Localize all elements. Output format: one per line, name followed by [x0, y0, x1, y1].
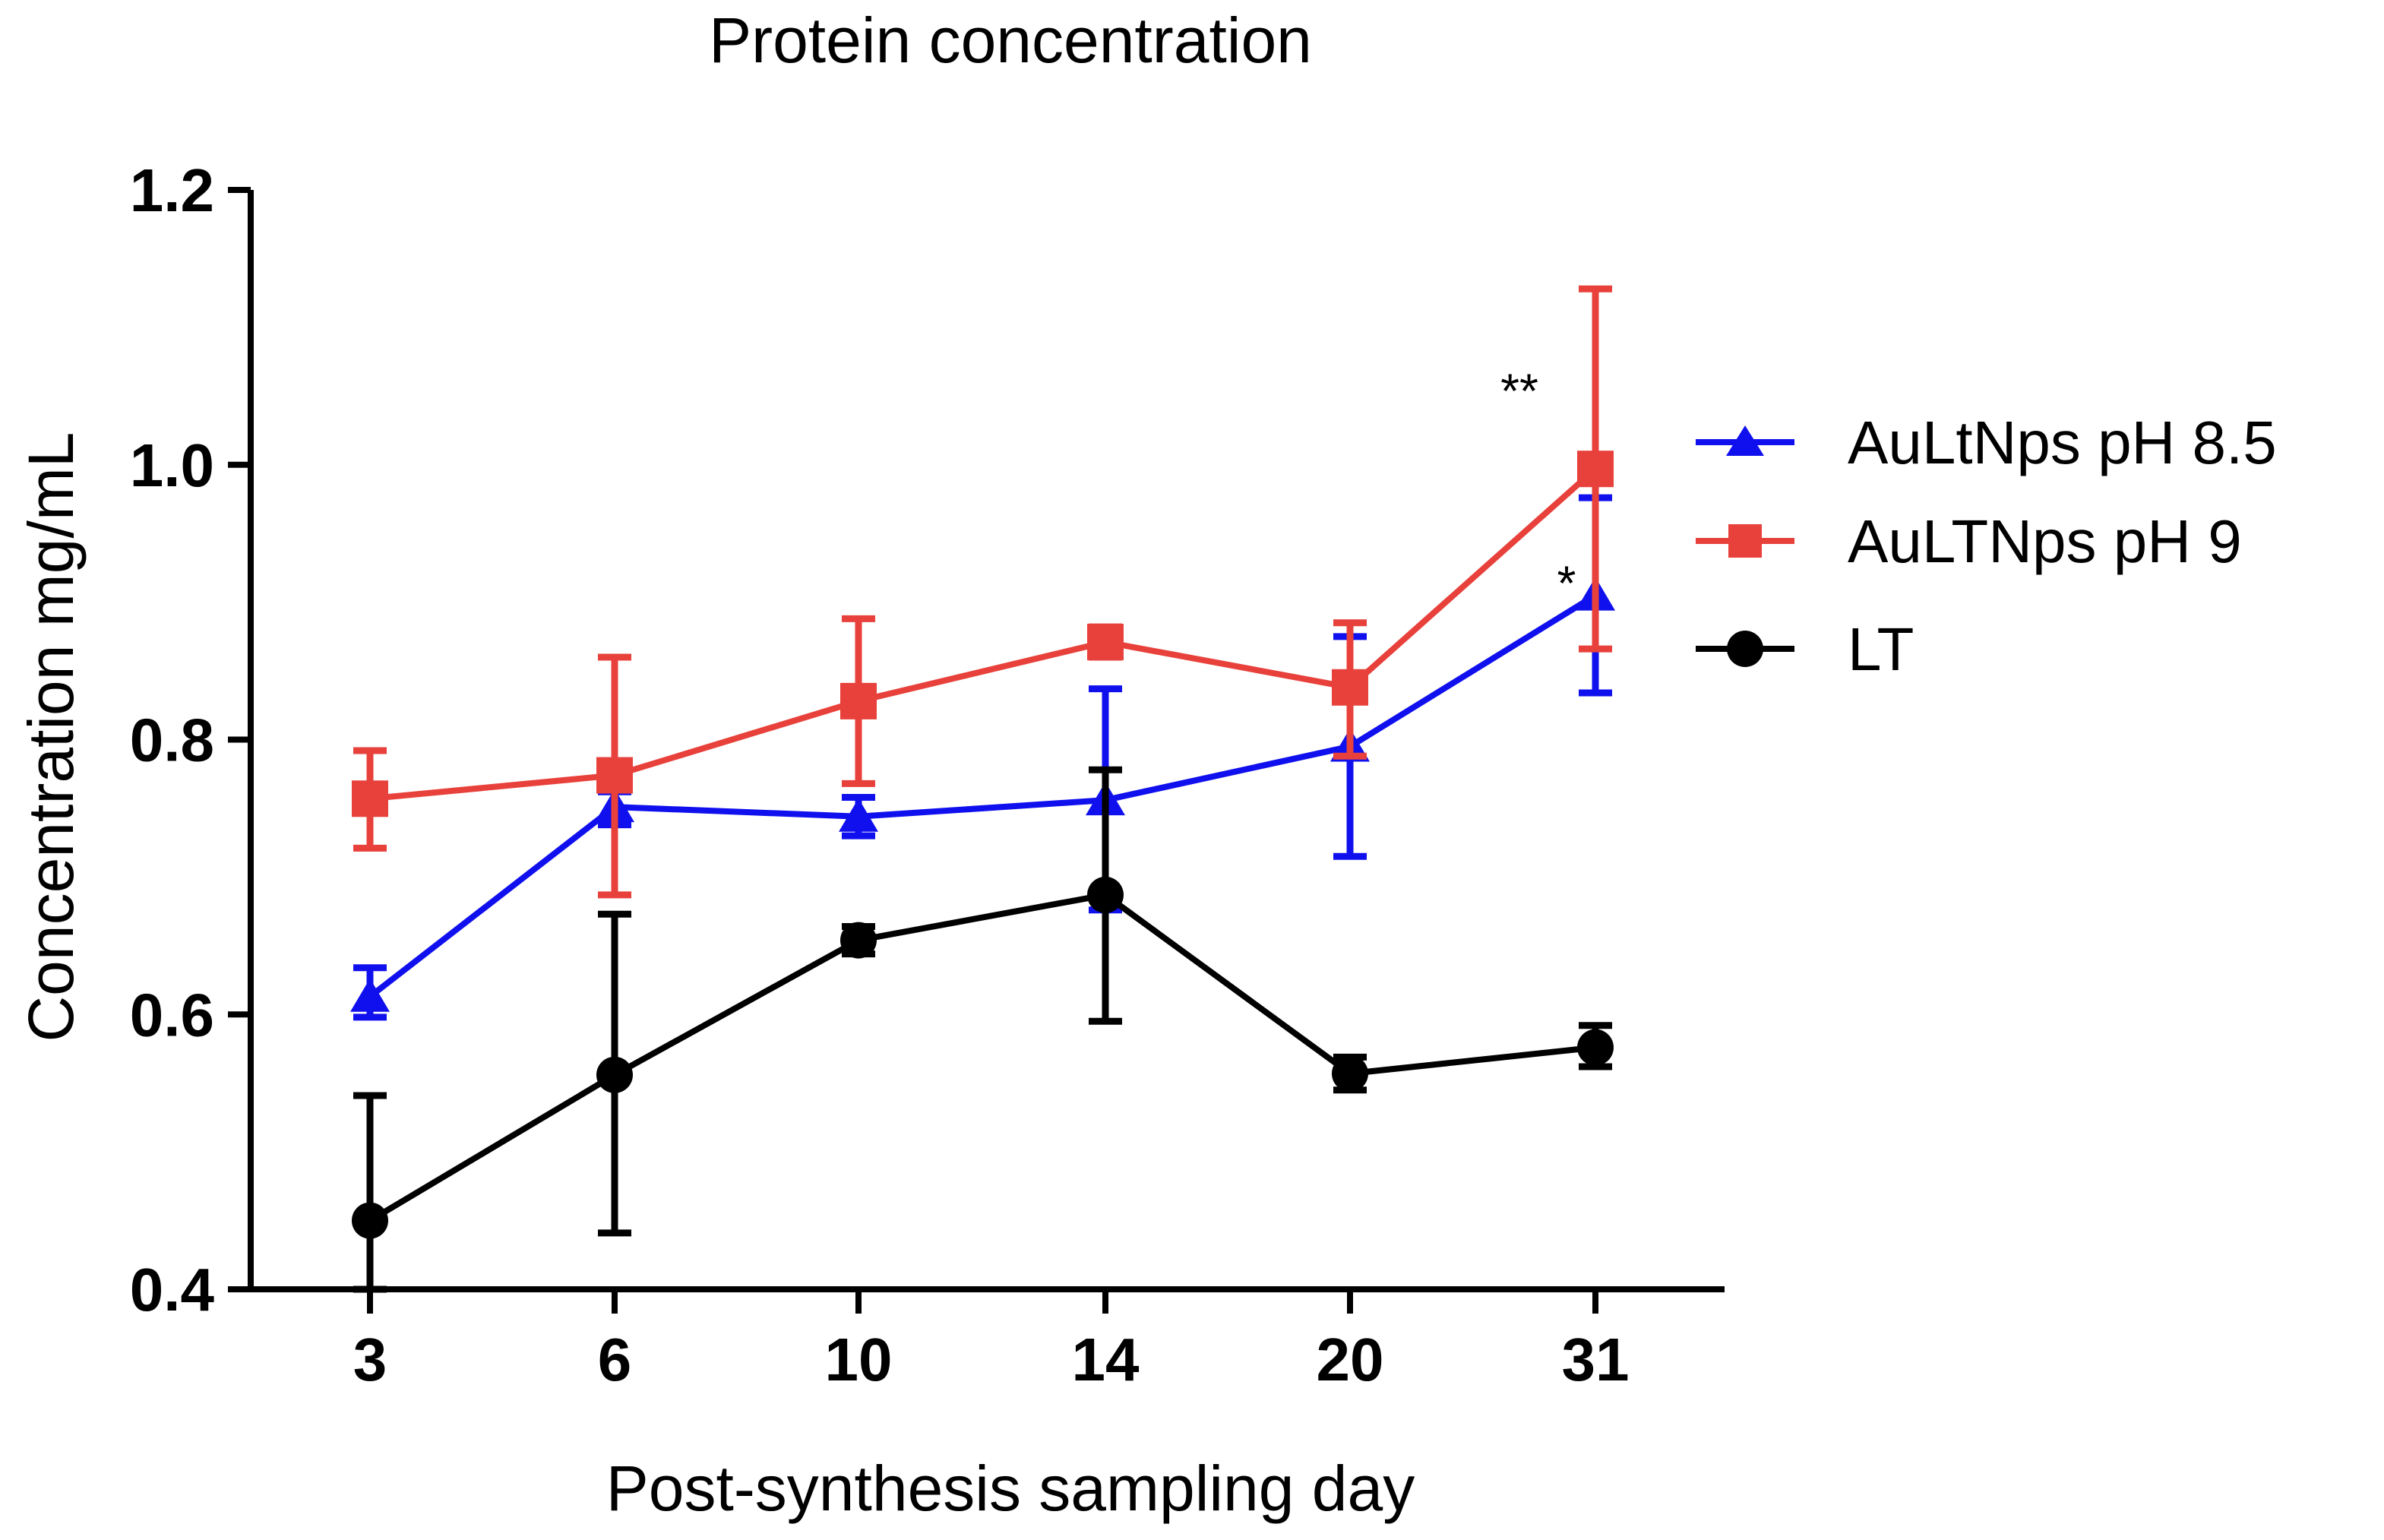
series-aultnps-ph-8-5 — [350, 494, 1615, 1021]
x-tick-label: 6 — [598, 1326, 632, 1393]
significance-annotation: ** — [1500, 363, 1538, 418]
data-point — [352, 1202, 388, 1239]
data-point — [839, 798, 878, 832]
data-point — [840, 682, 877, 719]
x-axis: 3 6 10 14 20 31 — [248, 1286, 1725, 1393]
data-point — [1332, 669, 1368, 706]
legend-circle-marker — [1727, 631, 1763, 667]
data-point — [1087, 624, 1124, 661]
legend-label: LT — [1848, 615, 1914, 683]
data-point — [352, 780, 388, 817]
data-point — [1577, 451, 1614, 488]
series-line — [369, 466, 1598, 802]
x-tick-label: 14 — [1072, 1326, 1140, 1393]
series-line — [368, 593, 1598, 999]
x-tick-label: 10 — [825, 1326, 893, 1393]
y-tick-label: 0.6 — [130, 981, 214, 1048]
y-axis: 0.4 0.6 0.8 1.0 1.2 — [130, 157, 254, 1323]
legend-label: AuLTNps pH 9 — [1848, 508, 2242, 575]
data-point — [350, 978, 390, 1012]
y-tick-label: 1.2 — [130, 157, 214, 224]
data-point — [840, 922, 877, 959]
legend-item-aultnps-ph-8-5: AuLtNps pH 8.5 — [1696, 409, 2277, 476]
legend-item-lt: LT — [1696, 615, 1914, 683]
legend: AuLtNps pH 8.5 AuLTNps pH 9 LT — [1696, 409, 2277, 683]
chart-title: Protein concentration — [709, 5, 1312, 76]
x-tick-label: 3 — [353, 1326, 387, 1393]
series-line — [368, 891, 1596, 1223]
data-point — [1332, 1055, 1368, 1093]
x-tick-label: 31 — [1562, 1326, 1630, 1393]
y-tick-label: 0.4 — [130, 1256, 215, 1323]
error-bar — [353, 1092, 387, 1293]
x-tick-label: 20 — [1317, 1326, 1384, 1393]
x-axis-label: Post-synthesis sampling day — [606, 1453, 1415, 1524]
legend-square-marker — [1728, 524, 1762, 558]
legend-triangle-marker — [1726, 425, 1764, 456]
y-ticks: 0.4 0.6 0.8 1.0 1.2 — [130, 157, 251, 1323]
data-point — [596, 1056, 633, 1093]
y-tick-label: 0.8 — [130, 707, 214, 774]
significance-annotation: * — [1557, 555, 1576, 610]
x-ticks: 3 6 10 14 20 31 — [353, 1289, 1630, 1393]
annotations: ** * — [1500, 363, 1576, 610]
plot-area — [350, 285, 1615, 1293]
legend-item-aultnps-ph-9: AuLTNps pH 9 — [1696, 508, 2242, 575]
series-aultnps-ph-9 — [352, 285, 1614, 899]
legend-label: AuLtNps pH 8.5 — [1848, 409, 2277, 476]
data-point — [1087, 876, 1124, 913]
y-axis-label: Concentration mg/mL — [15, 432, 87, 1042]
data-point — [1577, 1029, 1614, 1066]
y-tick-label: 1.0 — [130, 432, 214, 499]
series-lt — [352, 766, 1614, 1293]
data-point — [596, 757, 633, 794]
